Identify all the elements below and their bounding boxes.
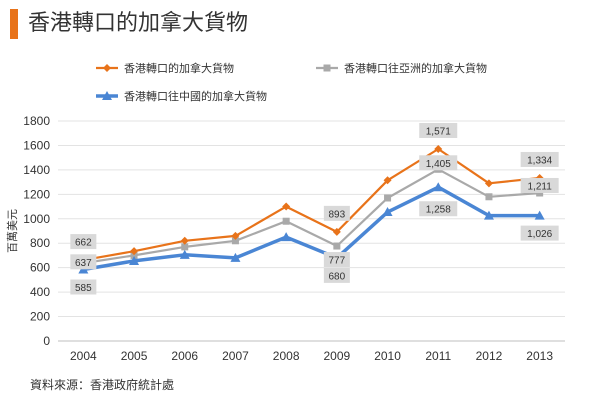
y-tick-label: 1000: [23, 212, 50, 226]
data-point: [231, 231, 240, 240]
series-line: [83, 168, 540, 265]
data-label: 1,026: [527, 229, 552, 240]
data-point: [534, 210, 545, 220]
data-label-box: [419, 201, 458, 217]
legend-label: 香港轉口往中國的加拿大貨物: [124, 89, 267, 103]
data-point: [333, 242, 341, 250]
data-label-box: [419, 155, 458, 171]
data-label-box: [323, 205, 350, 221]
data-label: 1,571: [426, 126, 451, 137]
data-label: 585: [75, 283, 92, 294]
data-point: [230, 252, 241, 262]
x-tick-label: 2013: [526, 349, 553, 363]
x-tick-label: 2011: [425, 349, 451, 363]
data-label-box: [419, 122, 458, 138]
chart-data-labels: 662 637 585 893 777 680 1,571 1,405 1,258 1,334 1,…: [70, 122, 559, 295]
title-accent-bar: [10, 9, 18, 39]
y-axis-label: 百萬美元: [6, 209, 19, 253]
legend-swatch-marker: [103, 64, 111, 72]
data-point: [484, 179, 493, 188]
y-tick-label: 1200: [23, 187, 50, 201]
legend-swatch-marker: [102, 91, 112, 100]
data-label-box: [323, 252, 350, 268]
data-label-box: [70, 279, 97, 295]
data-label: 1,258: [426, 205, 451, 216]
data-point: [129, 255, 140, 265]
page-title: 香港轉口的加拿大貨物: [28, 11, 249, 36]
data-point: [130, 247, 139, 256]
source-note: 資料來源：香港政府統計處: [30, 378, 175, 392]
data-point: [179, 249, 190, 259]
x-tick-label: 2006: [171, 349, 198, 363]
series-line: [83, 147, 540, 262]
y-tick-label: 1800: [23, 114, 50, 128]
y-tick-label: 600: [30, 261, 50, 275]
data-point: [282, 202, 291, 211]
data-label-box: [520, 225, 559, 241]
data-label: 1,405: [426, 159, 451, 170]
data-point: [434, 144, 443, 153]
data-point: [383, 176, 392, 185]
data-label: 662: [75, 238, 92, 249]
data-label: 637: [75, 258, 92, 269]
legend-label: 香港轉口往亞洲的加拿大貨物: [344, 61, 487, 75]
data-label-box: [70, 234, 97, 250]
data-point: [181, 243, 189, 251]
y-tick-label: 1600: [23, 138, 50, 152]
data-label-box: [70, 254, 97, 270]
data-point: [384, 194, 392, 202]
data-point: [130, 251, 138, 259]
chart-series: [78, 144, 545, 274]
y-tick-label: 800: [30, 236, 50, 250]
chart-gridlines: [58, 120, 565, 342]
series-line: [83, 185, 540, 272]
data-label-box: [323, 267, 350, 283]
data-point: [281, 232, 292, 242]
y-tick-label: 200: [30, 310, 50, 324]
data-point: [433, 182, 444, 192]
y-tick-label: 0: [43, 334, 50, 348]
y-tick-label: 400: [30, 285, 50, 299]
x-tick-label: 2005: [121, 349, 148, 363]
data-label: 1,334: [527, 155, 552, 166]
data-point: [282, 217, 290, 225]
x-tick-label: 2010: [374, 349, 401, 363]
y-tick-label: 1400: [23, 163, 50, 177]
legend-label: 香港轉口的加拿大貨物: [124, 61, 234, 75]
data-label: 1,211: [528, 181, 553, 192]
chart-axes: 0 200 400 600 800 1000 1200 1400 1600 1800 2004 200…: [6, 114, 553, 363]
legend-swatch-marker: [323, 64, 331, 72]
data-point: [180, 236, 189, 245]
data-label-box: [520, 177, 559, 193]
data-label: 777: [329, 256, 346, 267]
x-tick-label: 2012: [476, 349, 503, 363]
data-point: [231, 237, 239, 245]
x-tick-label: 2008: [273, 349, 300, 363]
data-point: [485, 193, 493, 201]
x-tick-label: 2004: [70, 349, 97, 363]
data-point: [332, 227, 341, 236]
data-point: [382, 207, 393, 217]
data-label: 893: [329, 209, 346, 220]
data-point: [483, 210, 494, 220]
x-tick-label: 2007: [222, 349, 249, 363]
x-tick-label: 2009: [323, 349, 350, 363]
data-label: 680: [329, 271, 346, 282]
data-label-box: [520, 151, 559, 167]
